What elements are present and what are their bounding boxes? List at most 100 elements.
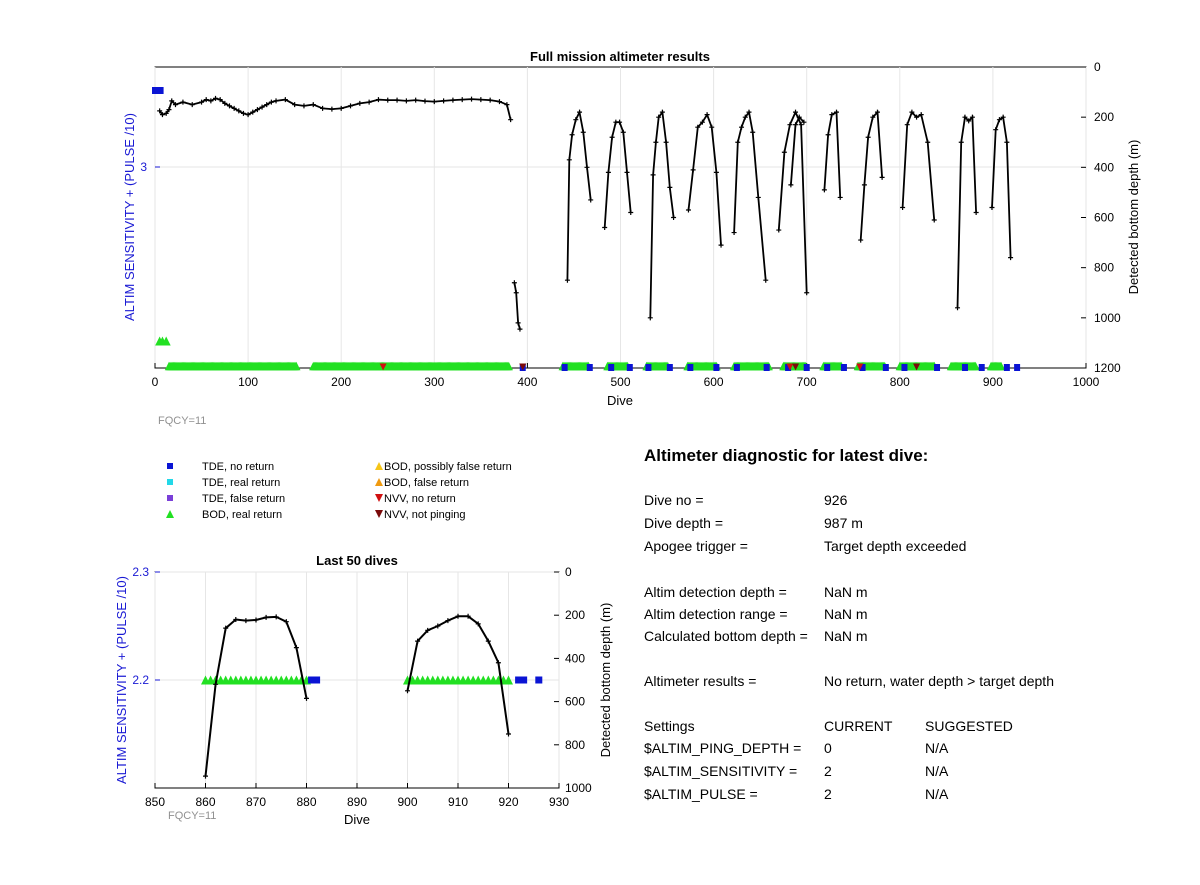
top-tde-no-return-marker [859, 364, 866, 371]
top-depth-point [569, 132, 575, 138]
bottom-depth-point [415, 638, 421, 644]
top-depth-point [422, 98, 428, 104]
top-right-tick-label: 400 [1094, 160, 1114, 174]
bottom-depth-point [293, 645, 299, 651]
top-depth-point [620, 129, 626, 135]
top-depth-point [602, 225, 608, 231]
top-depth-point [231, 105, 237, 111]
top-depth-lines [157, 95, 1014, 332]
diagnostic-key: Altim detection range = [644, 606, 788, 622]
top-x-tick-label: 1000 [1073, 375, 1100, 389]
top-depth-point [320, 105, 326, 111]
diagnostic-value: 987 m [824, 515, 863, 531]
top-depth-point [837, 194, 843, 200]
top-depth-point [787, 122, 793, 128]
top-tde-no-return-marker [803, 364, 810, 371]
top-depth-point [746, 109, 752, 115]
legend-label: TDE, real return [202, 477, 280, 489]
bottom-right-tick-label: 400 [565, 651, 585, 665]
bottom-depth-point [465, 613, 471, 619]
top-x-tick-label: 500 [610, 375, 630, 389]
top-bod-real-return-marker [996, 361, 1006, 371]
top-depth-point [709, 124, 715, 130]
top-depth-point [157, 108, 163, 114]
bottom-depth-lines [203, 613, 511, 779]
bottom-depth-point [263, 614, 269, 620]
top-depth-point [264, 102, 270, 108]
bottom-depth-point [273, 614, 279, 620]
top-depth-point [268, 99, 274, 105]
bottom-footnote: FQCY=11 [168, 810, 216, 822]
bottom-depth-point [304, 695, 309, 701]
bottom-x-tick-label: 870 [246, 795, 266, 809]
top-left-tick-label: 3 [140, 160, 147, 174]
top-depth-point [573, 117, 579, 123]
top-depth-point [504, 102, 510, 108]
legend-label: BOD, real return [202, 509, 282, 521]
top-grid [154, 66, 1087, 369]
top-nvv-marker [519, 363, 527, 371]
top-depth-point [222, 100, 228, 106]
top-depth-point [169, 98, 175, 104]
top-depth-point [348, 103, 354, 109]
legend-marker-triangle [375, 462, 383, 470]
top-depth-point [605, 169, 611, 175]
top-x-tick-label: 800 [890, 375, 910, 389]
bottom-x-tick-label: 920 [498, 795, 518, 809]
bottom-depth-point [506, 731, 511, 737]
top-depth-point [199, 99, 205, 105]
top-depth-point [858, 237, 864, 243]
top-tde-no-return-marker [608, 364, 615, 371]
legend-label: NVV, not pinging [384, 509, 466, 521]
top-depth-point [375, 97, 381, 103]
top-depth-point [874, 109, 880, 115]
top-tde-no-return-marker [1003, 364, 1010, 371]
top-depth-point [861, 182, 867, 188]
top-footnote: FQCY=11 [158, 415, 206, 427]
top-depth-series-line [513, 282, 521, 330]
top-depth-point [909, 109, 915, 115]
legend-marker-square [167, 463, 173, 469]
settings-suggested: N/A [925, 740, 949, 756]
top-depth-series-line [687, 112, 722, 246]
top-depth-point [776, 227, 782, 233]
top-tick-labels: 0 100 200 300 400 500 600 700 800 900 1000 3 0 200 400… [140, 60, 1121, 389]
top-depth-series-line [649, 109, 675, 318]
top-depth-point [958, 139, 964, 145]
bottom-depth-point [253, 617, 259, 623]
top-left-axis-label: ALTIM SENSITIVITY + (PULSE /10) [122, 113, 137, 321]
top-depth-point [739, 124, 745, 130]
diagnostic-title: Altimeter diagnostic for latest dive: [644, 446, 929, 465]
diagnostic-key: Altimeter results = [644, 673, 757, 689]
top-tde-no-return-marker [1014, 364, 1021, 371]
top-depth-point [617, 119, 623, 125]
top-x-tick-label: 700 [797, 375, 817, 389]
top-depth-point [189, 102, 195, 108]
top-right-tick-label: 200 [1094, 110, 1114, 124]
top-depth-point [282, 97, 288, 103]
top-depth-point [804, 290, 810, 296]
top-nvv-marker [856, 363, 864, 371]
legend-marker-square [167, 479, 173, 485]
top-nvv-marker [792, 363, 800, 371]
settings-suggested: SUGGESTED [925, 718, 1013, 734]
top-right-tick-label: 600 [1094, 211, 1114, 225]
top-depth-series-line [733, 110, 767, 281]
top-depth-point [718, 242, 724, 248]
diagnostic-key: Altim detection depth = [644, 584, 787, 600]
top-right-tick-label: 800 [1094, 261, 1114, 275]
top-x-tick-label: 600 [704, 375, 724, 389]
settings-current: CURRENT [824, 718, 893, 734]
top-depth-point [798, 122, 804, 128]
top-depth-point [801, 119, 807, 125]
top-depth-point [459, 97, 465, 103]
top-depth-point [487, 97, 493, 103]
top-depth-point [366, 99, 372, 105]
top-depth-point [900, 204, 906, 210]
top-depth-point [825, 132, 831, 138]
top-depth-point [833, 109, 839, 115]
top-depth-point [413, 97, 419, 103]
settings-current: 2 [824, 763, 832, 779]
top-tde-no-return-marker [687, 364, 694, 371]
